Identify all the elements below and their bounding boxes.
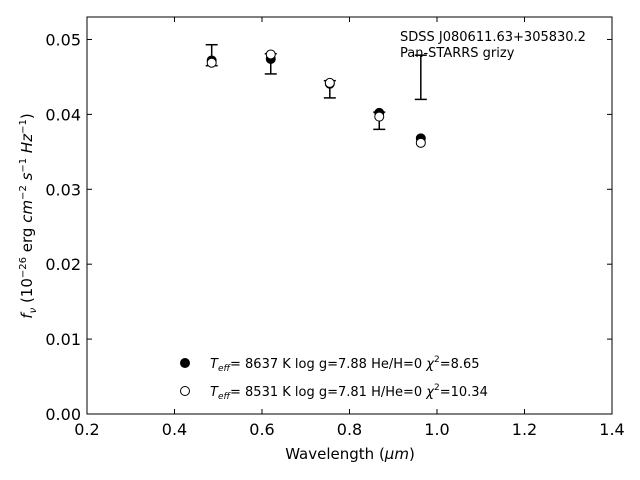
x-tick-label: 1.0: [424, 420, 449, 439]
y-tick-label: 0.05: [45, 30, 81, 49]
y-axis-ticks: 0.00 0.01 0.02 0.03 0.04 0.05: [45, 30, 612, 424]
legend-entry-2: Teff= 8531 K log g=7.81 H/He=0 χ2=10.34: [210, 383, 488, 402]
x-tick-label: 0.4: [162, 420, 187, 439]
legend-marker-open: [180, 386, 190, 396]
x-tick-label: 0.8: [337, 420, 362, 439]
model-markers: [206, 49, 426, 148]
annotation-line-1: SDSS J080611.63+305830.2: [400, 30, 586, 45]
legend: Teff= 8637 K log g=7.88 He/H=0 χ2=8.65 T…: [180, 355, 488, 402]
x-tick-label: 1.4: [599, 420, 624, 439]
y-tick-label: 0.01: [45, 330, 81, 349]
y-tick-label: 0.04: [45, 105, 81, 124]
legend-entry-1: Teff= 8637 K log g=7.88 He/H=0 χ2=8.65: [210, 355, 480, 374]
legend-marker-filled: [180, 358, 190, 368]
annotation-line-2: Pan-STARRS grizy: [400, 46, 515, 61]
x-tick-label: 1.2: [512, 420, 537, 439]
x-axis-ticks: 0.2 0.4 0.6 0.8 1.0 1.2 1.4: [74, 17, 625, 439]
y-axis-title: fν (10−26 erg cm−2 s−1 Hz−1): [18, 113, 39, 318]
data-point-open: [265, 49, 276, 60]
y-tick-label: 0.02: [45, 255, 81, 274]
data-point-open: [374, 111, 385, 122]
data-point-open: [415, 137, 426, 148]
x-axis-title: Wavelength (μm): [285, 445, 415, 463]
data-point-open: [324, 77, 335, 88]
data-point-open: [206, 57, 217, 68]
x-tick-label: 0.6: [249, 420, 274, 439]
x-tick-label: 0.2: [74, 420, 99, 439]
y-tick-label: 0.00: [45, 405, 81, 424]
y-tick-label: 0.03: [45, 180, 81, 199]
